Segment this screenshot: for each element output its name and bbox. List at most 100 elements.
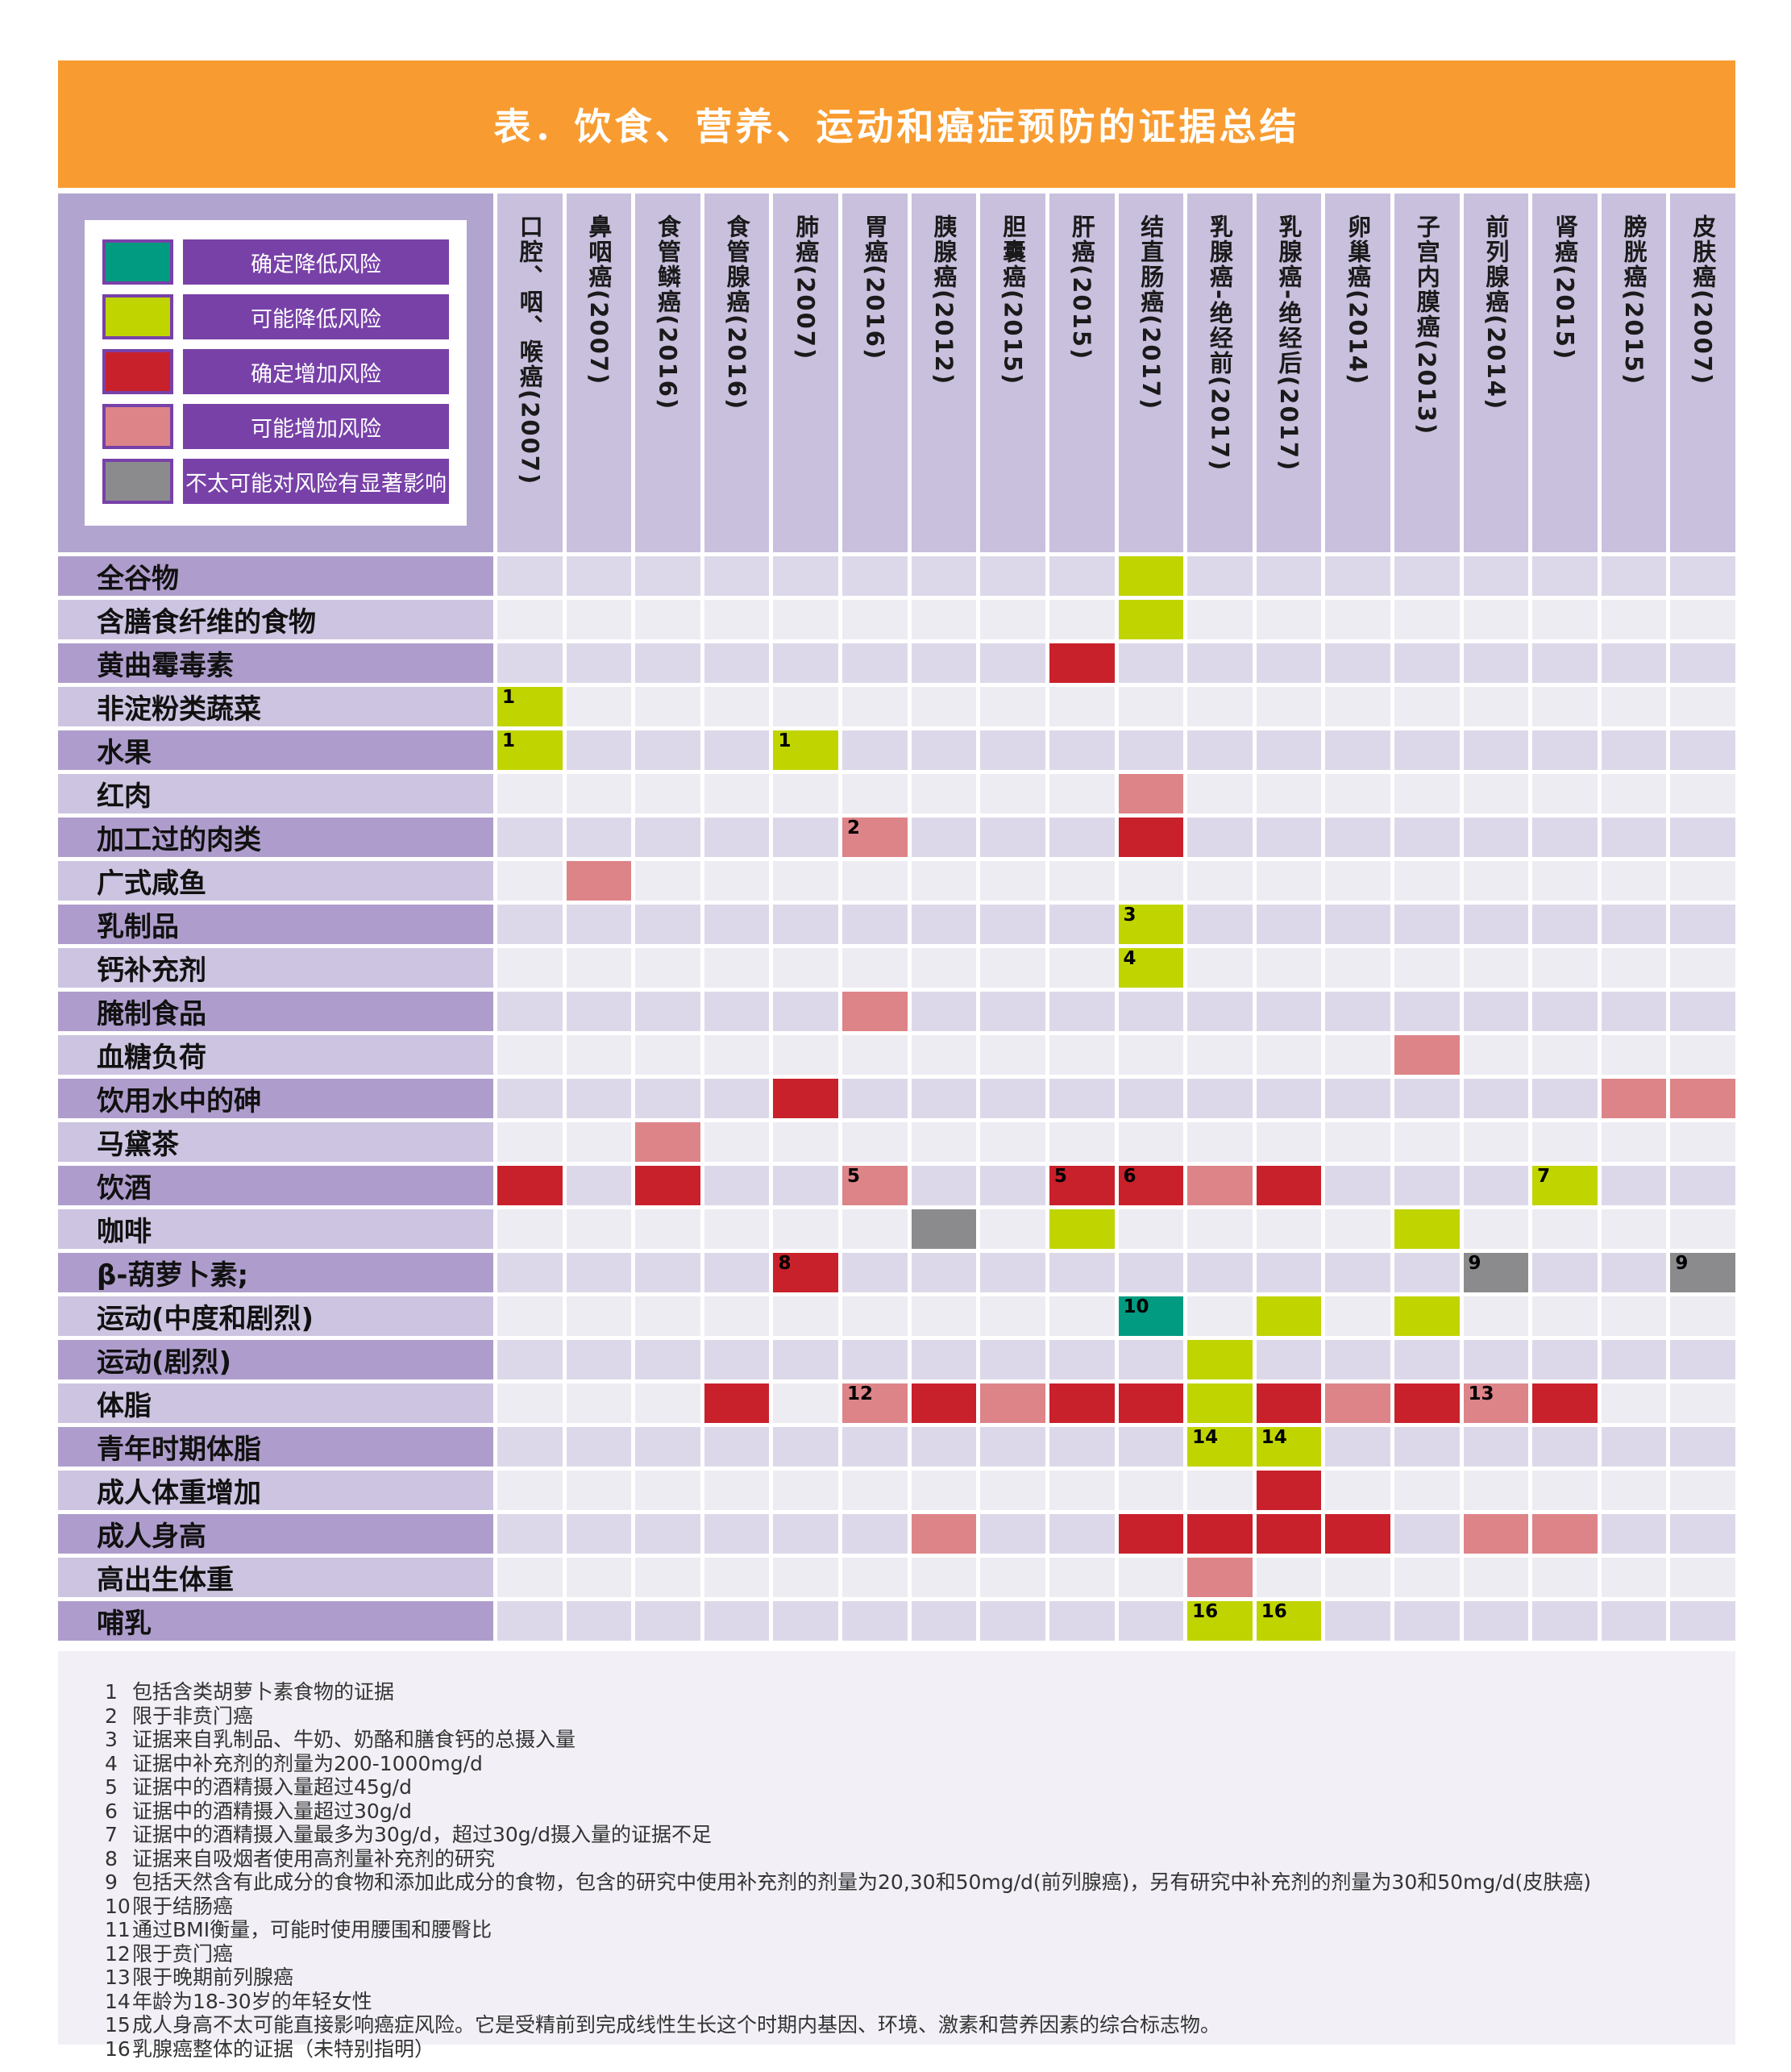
matrix-cell [497, 1558, 563, 1597]
matrix-cell-probable-decrease: 14 [1256, 1427, 1322, 1467]
matrix-cell [911, 1035, 977, 1075]
footnote-text: 乳腺癌整体的证据（未特别指明） [132, 2037, 435, 2061]
footnote-item: 16乳腺癌整体的证据（未特别指明） [105, 2037, 1719, 2062]
column-header-label: 胃癌(2016) [861, 214, 889, 361]
matrix-cell [980, 992, 1045, 1031]
matrix-cell [635, 687, 700, 726]
matrix-cell [1325, 1079, 1390, 1118]
matrix-cell [1532, 600, 1598, 639]
matrix-cell [1325, 1035, 1390, 1075]
column-header-label: 卵巢癌(2014) [1344, 214, 1372, 386]
footnote-number: 9 [105, 1870, 118, 1894]
matrix-cell [497, 1209, 563, 1249]
matrix-cell [566, 1209, 632, 1249]
matrix-cell [1187, 1471, 1253, 1510]
row-label: β-葫萝卜素; [58, 1253, 493, 1292]
column-header: 胰腺癌(2012) [911, 193, 977, 552]
matrix-cell [566, 1079, 632, 1118]
matrix-cell [842, 948, 908, 988]
row-label: 黄曲霉毒素 [58, 643, 493, 683]
matrix-cell-unlikely: 9 [1670, 1253, 1735, 1292]
matrix-cell [1601, 1558, 1667, 1597]
column-header-label: 鼻咽癌(2007) [584, 214, 613, 386]
matrix-cell [1670, 861, 1735, 901]
matrix-cell [635, 1601, 700, 1641]
footnote-text: 证据中的酒精摄入量超过30g/d [132, 1799, 412, 1823]
matrix-cell [980, 1253, 1045, 1292]
footnote-text: 限于晚期前列腺癌 [132, 1966, 294, 1989]
footnote-text: 限于非贲门癌 [132, 1704, 254, 1728]
matrix-cell [1325, 905, 1390, 944]
matrix-cell [1532, 1471, 1598, 1510]
matrix-cell [1049, 1471, 1115, 1510]
matrix-cell [1325, 687, 1390, 726]
footnote-number: 5 [105, 1775, 118, 1799]
matrix-cell [566, 1340, 632, 1379]
matrix-cell-convincing-increase [1256, 1383, 1322, 1423]
matrix-cell [704, 556, 770, 596]
matrix-cell [842, 861, 908, 901]
matrix-cell [1463, 600, 1529, 639]
matrix-cell [1532, 1035, 1598, 1075]
footnote-item: 14年龄为18-30岁的年轻女性 [105, 1990, 1719, 2014]
matrix-cell [1601, 730, 1667, 770]
footnote-text: 成人身高不太可能直接影响癌症风险。它是受精前到完成线性生长这个时期内基因、环境、… [132, 2013, 1221, 2037]
matrix-cell [1049, 818, 1115, 857]
matrix-cell [773, 1514, 839, 1554]
matrix-cell [980, 600, 1045, 639]
footnote-text: 通过BMI衡量，可能时使用腰围和腰臀比 [132, 1918, 492, 1941]
footnote-marker: 7 [1537, 1166, 1551, 1187]
matrix-cell [1601, 1122, 1667, 1162]
matrix-cell [1463, 730, 1529, 770]
column-header-label: 肺癌(2007) [792, 214, 820, 361]
matrix-cell [635, 600, 700, 639]
matrix-cell [1532, 992, 1598, 1031]
matrix-cell-convincing-increase [1118, 1383, 1184, 1423]
footnote-item: 1 包括含类胡萝卜素食物的证据 [105, 1680, 1719, 1704]
matrix-cell [1325, 1471, 1390, 1510]
row-label: 全谷物 [58, 556, 493, 596]
matrix-cell [1325, 1427, 1390, 1467]
matrix-cell [1049, 556, 1115, 596]
matrix-cell [635, 948, 700, 988]
matrix-cell [1532, 818, 1598, 857]
matrix-cell [1463, 1471, 1529, 1510]
matrix-cell-convincing-increase [635, 1166, 700, 1205]
legend-swatch-probable-increase [102, 404, 173, 449]
legend-item-convincing-decrease: 确定降低风险 [102, 239, 449, 285]
matrix-cell [1187, 1253, 1253, 1292]
footnote-number: 10 [105, 1894, 131, 1918]
matrix-cell [911, 992, 977, 1031]
matrix-cell [842, 1122, 908, 1162]
matrix-cell [1325, 948, 1390, 988]
row-label: 饮用水中的砷 [58, 1079, 493, 1118]
matrix-cell [704, 600, 770, 639]
matrix-cell [497, 1122, 563, 1162]
matrix-cell [842, 1253, 908, 1292]
matrix-cell [1601, 861, 1667, 901]
matrix-cell [635, 1340, 700, 1379]
row-label: 成人身高 [58, 1514, 493, 1554]
matrix-cell [704, 1209, 770, 1249]
matrix-cell [635, 1209, 700, 1249]
matrix-cell [635, 818, 700, 857]
matrix-cell [911, 556, 977, 596]
matrix-cell [1049, 948, 1115, 988]
matrix-cell-probable-decrease: 7 [1532, 1166, 1598, 1205]
row-label: 青年时期体脂 [58, 1427, 493, 1467]
matrix-cell [1670, 730, 1735, 770]
matrix-cell [1670, 818, 1735, 857]
matrix-cell [566, 948, 632, 988]
matrix-cell [1463, 818, 1529, 857]
matrix-cell [1463, 1296, 1529, 1336]
matrix-cell [704, 861, 770, 901]
row-label: 广式咸鱼 [58, 861, 493, 901]
matrix-cell [1118, 687, 1184, 726]
footnote-marker: 13 [1468, 1383, 1494, 1404]
matrix-cell [1394, 687, 1460, 726]
matrix-cell-probable-decrease: 16 [1256, 1601, 1322, 1641]
footnote-text: 证据来自吸烟者使用高剂量补充剂的研究 [132, 1846, 496, 1870]
matrix-cell [773, 905, 839, 944]
matrix-cell [1118, 1427, 1184, 1467]
matrix-cell [1256, 556, 1322, 596]
